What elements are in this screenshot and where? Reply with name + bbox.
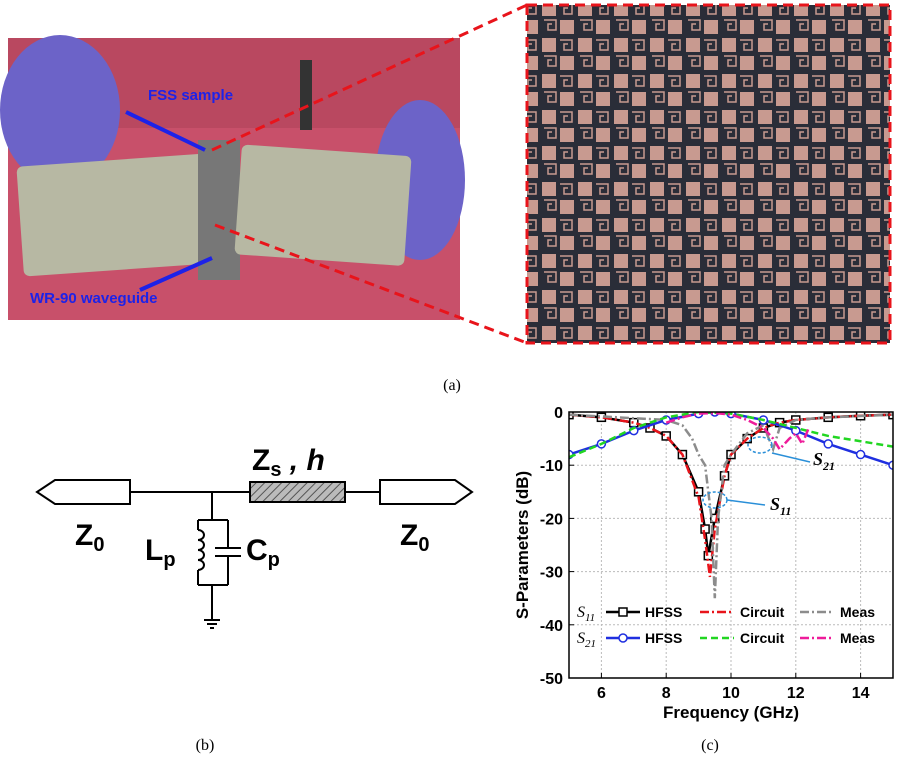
caption: (a): [443, 377, 461, 394]
port-label: Z0: [75, 519, 104, 556]
suffix: , h: [281, 444, 324, 477]
x-tick-label: 12: [787, 685, 805, 702]
legend-label: Meas: [840, 630, 875, 646]
inductor-label: Lp: [145, 534, 176, 571]
subscript: 11: [585, 612, 595, 624]
symbol: S: [813, 449, 823, 469]
port-label: Z0: [400, 519, 429, 556]
legend-label: Circuit: [740, 630, 785, 646]
y-tick-label: 0: [554, 405, 563, 422]
y-axis-label: S-Parameters (dB): [513, 471, 532, 619]
y-tick-label: -20: [540, 511, 563, 528]
marker: [857, 451, 865, 459]
legend-label: Meas: [840, 604, 875, 620]
marker: [695, 488, 703, 496]
y-tick-label: -50: [540, 671, 563, 688]
y-tick-label: -30: [540, 565, 563, 582]
figure: FSS sample WR-90 waveguide (a) Zs , h Z0…: [0, 0, 901, 763]
y-tick-label: -40: [540, 618, 563, 635]
subscript: p: [163, 549, 175, 571]
caption: (b): [196, 737, 215, 754]
label: FSS sample: [148, 87, 233, 104]
legend-label: HFSS: [645, 630, 682, 646]
y-tick-label: -10: [540, 458, 563, 475]
subscript: s: [270, 459, 281, 481]
symbol: S: [577, 604, 585, 621]
fss-photo: [527, 5, 890, 343]
symbol: C: [246, 534, 268, 567]
x-tick-label: 14: [852, 685, 870, 702]
subscript: 11: [780, 504, 791, 518]
photo: [0, 35, 465, 320]
subscript: 21: [822, 459, 835, 473]
label: WR-90 waveguide: [30, 290, 158, 307]
capacitor-label: Cp: [246, 534, 280, 571]
subscript: 21: [585, 638, 596, 650]
caption: (c): [701, 737, 719, 754]
legend-label: Circuit: [740, 604, 785, 620]
marker: [824, 440, 832, 448]
symbol: S: [577, 630, 585, 647]
symbol: Z: [75, 519, 93, 552]
x-tick-label: 6: [597, 685, 606, 702]
symbol: Z: [400, 519, 418, 552]
x-tick-label: 10: [722, 685, 740, 702]
subscript: 0: [93, 534, 104, 556]
symbol: Z: [252, 444, 270, 477]
marker: [619, 634, 627, 642]
marker: [619, 608, 627, 616]
x-tick-label: 8: [662, 685, 671, 702]
symbol: S: [770, 494, 780, 514]
subscript: p: [268, 549, 280, 571]
subscript: 0: [418, 534, 429, 556]
x-axis-label: Frequency (GHz): [663, 703, 799, 722]
impedance-label: Zs , h: [252, 444, 325, 481]
legend-label: HFSS: [645, 604, 682, 620]
symbol: L: [145, 534, 163, 567]
